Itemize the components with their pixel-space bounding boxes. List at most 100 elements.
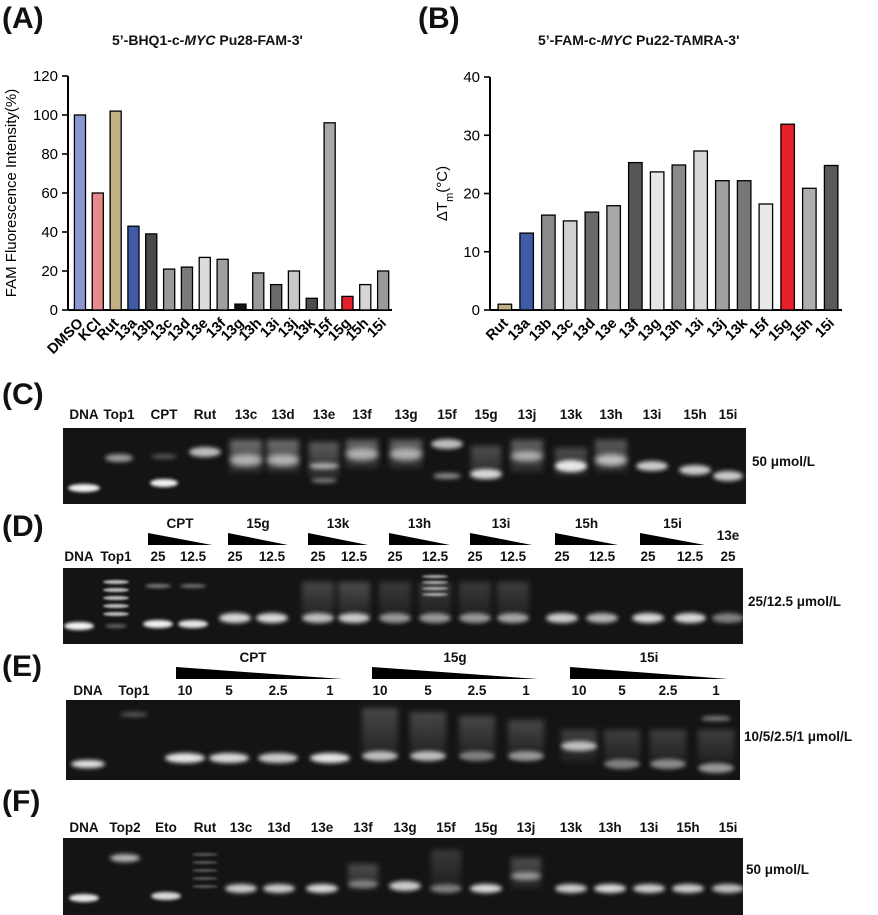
gel-band: [422, 592, 448, 596]
gel-band: [470, 883, 502, 893]
chart-b-title-post: Pu22-TAMRA-3': [632, 32, 740, 48]
gel-d-group-label: 13h: [407, 516, 432, 531]
chart-a-bar-13d: [180, 266, 194, 311]
gel-f-lane-label: Eto: [155, 820, 177, 835]
chart-a-bar-13a: [127, 225, 140, 311]
chart-a-bar-rut: [109, 110, 122, 311]
gel-band: [150, 479, 178, 487]
chart-b-bar-15g: [780, 123, 796, 311]
gel-band: [338, 613, 370, 623]
gel-band: [595, 454, 627, 466]
dose-wedge: [308, 533, 368, 545]
dose-wedge: [640, 533, 705, 545]
gel-f-lane-label: DNA: [69, 820, 99, 835]
gel-f-lane-label: 15h: [676, 820, 700, 835]
gel-e-group-label: 15i: [639, 650, 659, 665]
gel-band: [71, 760, 105, 768]
chart-a-y-tick-label: 120: [33, 68, 58, 85]
gel-d-group-label: 15h: [574, 516, 599, 531]
gel-band: [69, 894, 99, 902]
chart-b-title: 5’-FAM-c-MYC Pu22-TAMRA-3': [538, 32, 739, 48]
chart-b-y-tick-label: 30: [463, 127, 480, 144]
gel-band: [105, 624, 127, 628]
gel-band: [180, 584, 206, 588]
chart-b-bar-13j: [714, 180, 730, 311]
chart-b-bar-13b: [540, 214, 556, 311]
gel-e-dose-label: 5: [424, 683, 432, 698]
chart-b-bar-13a: [519, 232, 535, 311]
gel-band: [178, 620, 208, 628]
gel-band: [151, 453, 177, 459]
gel-band: [555, 460, 587, 472]
gel-c-lane-label: 13d: [271, 407, 295, 422]
chart-b-bar-15f: [758, 203, 774, 311]
gel-smear: [379, 582, 411, 616]
chart-b-bar-13h: [671, 164, 687, 311]
gel-band: [103, 596, 129, 600]
gel-band: [165, 753, 205, 763]
chart-a-bar-15f: [323, 122, 336, 311]
gel-band: [555, 883, 587, 893]
chart-a-y-tick-label: 40: [41, 224, 58, 241]
gel-band: [189, 447, 221, 457]
gel-d-dose-label: 12.5: [258, 549, 286, 564]
chart-b-x-tick-label: 13j: [704, 316, 730, 342]
chart-b-bar-15i: [823, 164, 839, 311]
gel-band: [674, 613, 706, 623]
gel-band: [230, 454, 262, 466]
gel-d-concentration: 25/12.5 μmol/L: [748, 594, 842, 609]
gel-band: [143, 620, 173, 628]
gel-band: [258, 753, 298, 763]
chart-b-bar-13d: [584, 211, 600, 311]
gel-band: [410, 751, 446, 761]
chart-b-y-axis-label-unit: (°C): [434, 166, 451, 193]
gel-c-lane-label: 15h: [683, 407, 707, 422]
gel-band: [672, 883, 704, 893]
gel-band: [594, 883, 626, 893]
gel-c-concentration: 50 μmol/L: [752, 454, 816, 469]
gel-c-lane-label: 15g: [474, 407, 498, 422]
gel-band: [103, 612, 129, 616]
gel-f-image: [63, 838, 743, 915]
gel-d-image: [63, 568, 743, 644]
panel-f-letter: (F): [2, 785, 41, 818]
gel-d-lane-label: Top1: [100, 549, 132, 564]
gel-band: [511, 451, 543, 461]
dose-wedge: [389, 533, 450, 545]
gel-band: [650, 759, 686, 769]
chart-a-bar-kcl: [91, 192, 104, 311]
gel-band: [225, 883, 257, 893]
dose-wedge: [555, 533, 618, 545]
chart-a-bar-13i: [269, 283, 283, 311]
gel-smear: [338, 582, 370, 616]
panel-a-letter: (A): [2, 2, 44, 35]
gel-band: [422, 580, 448, 584]
gel-band: [497, 613, 529, 623]
chart-b-bar-13k: [736, 180, 752, 311]
chart-b-bar-13c: [562, 220, 578, 311]
chart-b-bar-13e: [606, 205, 622, 311]
chart-b-y-axis-label-sub: m: [444, 193, 456, 202]
dose-wedge: [570, 667, 728, 679]
chart-a-title-pre: 5’-BHQ1-c-: [112, 32, 185, 48]
gel-smear: [410, 712, 446, 756]
gel-e-group-label: CPT: [239, 650, 267, 665]
chart-b-title-italic: MYC: [601, 32, 633, 48]
gel-c-lane-label: CPT: [150, 407, 178, 422]
gel-band: [390, 448, 422, 460]
gel-band: [145, 584, 171, 588]
gel-band: [110, 854, 140, 862]
chart-a-bar-15h: [359, 283, 372, 311]
gel-smear: [698, 730, 734, 762]
chart-a-bar-13f: [216, 258, 229, 311]
gel-e-dose-label: 1: [712, 683, 720, 698]
gel-band: [470, 469, 502, 479]
panel-e-letter: (E): [2, 650, 42, 683]
gel-band: [511, 872, 541, 880]
gel-d-dose-label: 12.5: [421, 549, 449, 564]
gel-band: [219, 613, 251, 623]
gel-e-dose-label: 10: [177, 683, 193, 698]
gel-e-dose-label: 10: [372, 683, 388, 698]
gel-band: [120, 711, 148, 717]
gel-band: [256, 613, 288, 623]
